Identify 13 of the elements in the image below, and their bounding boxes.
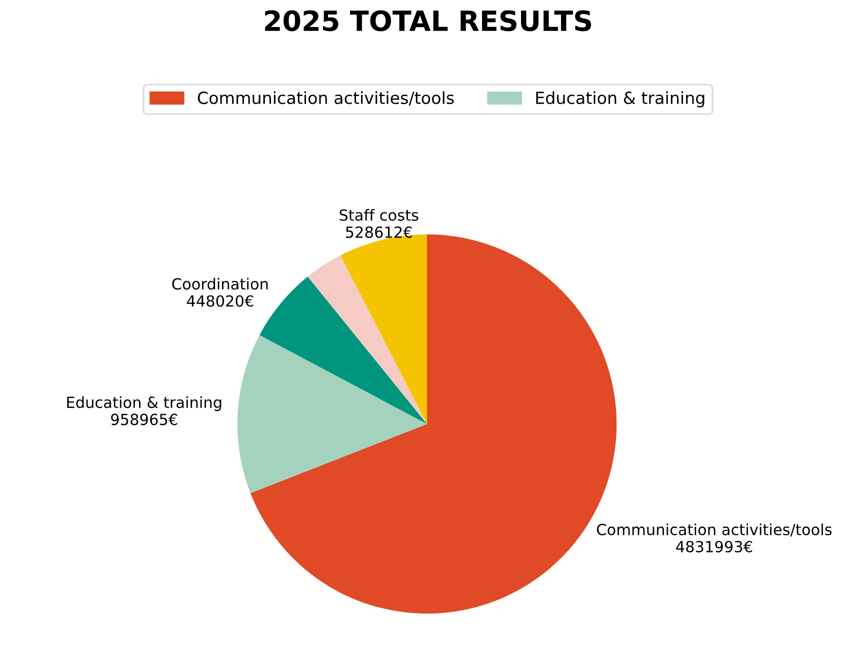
data-label: 528612€ (346, 226, 412, 238)
slice-label: Education & training (67, 396, 222, 412)
data-label: 448020€ (186, 295, 254, 307)
chart-title: 2025 TOTAL RESULTS (265, 10, 592, 32)
data-label: 958965€ (111, 414, 178, 426)
data-label: 4831993€ (676, 540, 752, 552)
pie-slice (237, 335, 427, 494)
legend-label: Education & training (536, 91, 704, 108)
slice-label: Staff costs (340, 209, 418, 221)
slice-label: Communication activities/tools (596, 523, 832, 537)
legend-label: Communication activities/tools (198, 91, 454, 106)
slice-label: Coordination (172, 278, 268, 290)
pie-slice (308, 255, 427, 424)
